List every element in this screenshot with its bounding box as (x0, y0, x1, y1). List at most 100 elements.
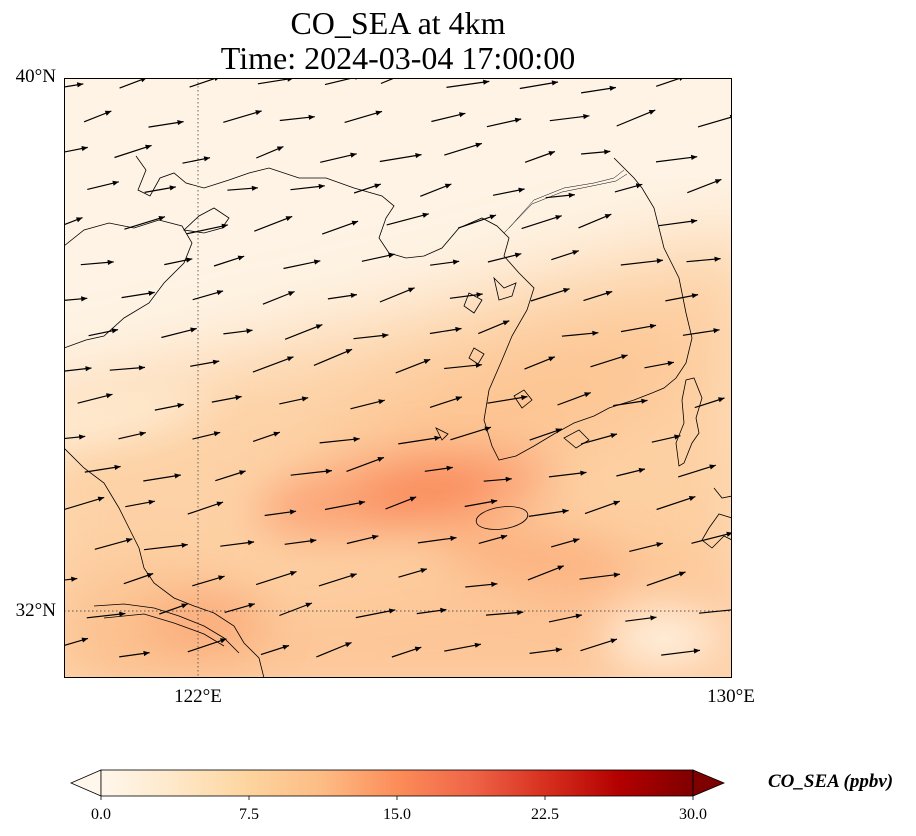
wind-vector-shaft (580, 638, 618, 652)
wind-vector-shaft (64, 435, 86, 440)
wind-vector-shaft (187, 501, 224, 515)
wind-vector-head (353, 436, 360, 442)
wind-vector-head (613, 500, 620, 506)
wind-vector-head (177, 120, 184, 126)
wind-vector-head (583, 114, 590, 120)
wind-vector-head (235, 395, 242, 401)
wind-vector-head (729, 114, 731, 119)
wind-vector-shaft (698, 609, 731, 614)
wind-vector-head (650, 615, 657, 621)
wind-vector-head (446, 465, 453, 471)
wind-vector-head (174, 473, 181, 479)
wind-vector-head (476, 292, 483, 298)
wind-vector-head (584, 392, 591, 398)
wind-vector-shaft (320, 153, 357, 163)
lon-tick-130e: 130°E (707, 686, 755, 707)
wind-vector-shaft (64, 496, 105, 511)
wind-vector-head (276, 146, 284, 152)
colorbar-tick-22-5: 22.5 (531, 806, 559, 823)
lat-tick-40n: 40°N (15, 66, 56, 87)
wind-vector-head (85, 366, 92, 372)
wind-vector-head (374, 183, 381, 189)
wind-vector-head (148, 499, 155, 505)
wind-vector-shaft (114, 144, 152, 159)
wind-vector-head (514, 117, 522, 123)
wind-vector-head (474, 642, 481, 648)
wind-vector-head (423, 359, 431, 364)
wind-vector-head (382, 333, 389, 339)
wind-vector-shaft (321, 220, 359, 235)
wind-vector-head (568, 192, 575, 198)
wind-vector-head (548, 151, 555, 156)
wind-vectors (64, 78, 731, 658)
wind-vector-shaft (186, 224, 229, 235)
wind-vector-head (81, 146, 88, 152)
wind-vector-shaft (616, 109, 656, 127)
wind-vector-head (484, 426, 491, 432)
wind-vector-head (255, 110, 262, 116)
wind-vector-head (420, 568, 427, 574)
wind-vector-shaft (579, 573, 621, 580)
wind-vector-head (555, 647, 562, 653)
colorbar-label: CO_SEA (ppbv) (768, 771, 894, 792)
wind-vector-head (483, 79, 490, 85)
wind-vector-head (358, 500, 366, 506)
wind-vector-shaft (257, 78, 294, 85)
wind-vector-head (140, 78, 147, 83)
wind-vector-head (282, 644, 289, 650)
wind-vector-head (251, 185, 258, 191)
wind-vector-head (213, 431, 221, 437)
wind-vector-head (714, 179, 722, 184)
wind-vector-head (690, 154, 698, 160)
wind-vector-shaft (223, 110, 262, 123)
wind-vector-shaft (86, 612, 126, 619)
wind-vector-shaft (528, 509, 569, 517)
wind-vector-head (475, 362, 482, 368)
wind-vector-head (609, 85, 616, 91)
wind-vector-shaft (620, 324, 657, 333)
wind-vector-head (409, 496, 417, 502)
wind-vector-shaft (255, 571, 297, 586)
wind-vector-head (81, 296, 88, 302)
wind-vector-shaft (254, 215, 293, 232)
wind-vector-shaft (678, 464, 716, 478)
wind-vector-head (97, 496, 105, 502)
wind-vector-head (415, 153, 422, 159)
wind-vector-shaft (379, 154, 422, 163)
wind-vector-head (490, 499, 498, 505)
wind-vector-shaft (380, 78, 396, 85)
wind-vector-head (604, 149, 611, 155)
wind-vector-head (190, 327, 197, 333)
wind-vector-shaft (444, 142, 483, 156)
wind-vector-head (690, 218, 698, 224)
wind-vector-head (555, 428, 562, 434)
wind-vector-head (104, 110, 112, 116)
wind-vector-head (455, 396, 462, 402)
wind-vector-head (514, 252, 522, 258)
wind-vector-head (648, 110, 656, 115)
map-title-line2: Time: 2024-03-04 17:00:00 (220, 40, 576, 76)
wind-vector-head (714, 256, 721, 262)
colorbar-extend-low (70, 769, 102, 797)
wind-vector-head (78, 434, 86, 440)
wind-vector-head (638, 467, 645, 473)
wind-vector-head (310, 538, 317, 544)
wind-vector-shaft (417, 537, 457, 544)
wind-vector-shaft (485, 611, 524, 616)
colorbar-tick-0: 0.0 (91, 806, 111, 823)
wind-vector-head (709, 464, 716, 470)
wind-vector-shaft (283, 260, 321, 270)
wind-vector-head (112, 180, 119, 186)
wind-vector-head (146, 573, 154, 578)
wind-vector-head (434, 435, 441, 441)
wind-vector-shaft (316, 641, 352, 658)
wind-vector-shaft (646, 571, 686, 587)
wind-vector-shaft (519, 81, 559, 90)
wind-vector-shaft (124, 216, 166, 230)
wind-vector-shaft (549, 115, 590, 122)
lat-tick-32n: 32°N (15, 600, 56, 621)
wind-vector-head (158, 216, 165, 221)
wind-vector-shaft (458, 214, 497, 229)
wind-vector-head (563, 288, 570, 293)
wind-vector-head (572, 538, 580, 544)
